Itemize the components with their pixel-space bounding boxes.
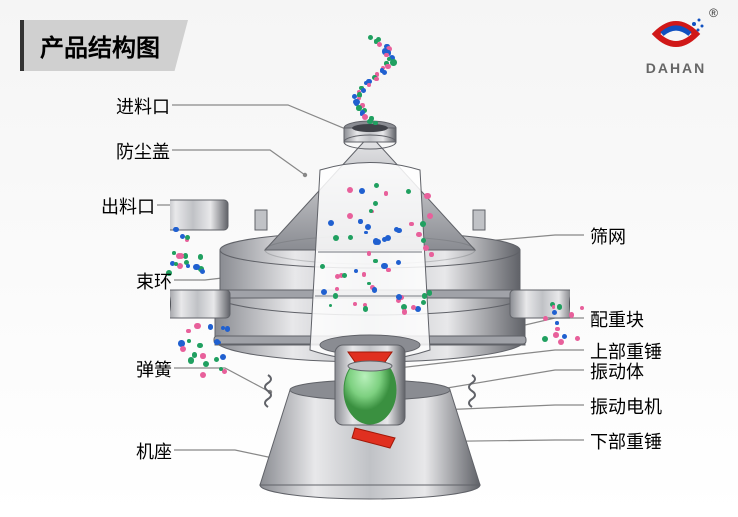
discharge-right — [510, 290, 570, 318]
spring-left — [265, 375, 271, 407]
counterweight-block — [348, 361, 392, 371]
registered-mark: ® — [709, 6, 718, 20]
logo-mark: ® — [644, 10, 708, 58]
logo-text: DAHAN — [644, 60, 708, 76]
title-box: 产品结构图 — [20, 20, 188, 71]
label-vibrating_body: 振动体 — [590, 358, 644, 384]
discharge-mid-left — [170, 290, 230, 318]
label-vibration_motor: 振动电机 — [590, 393, 662, 419]
page-title: 产品结构图 — [40, 35, 160, 62]
structure-diagram — [170, 40, 570, 500]
label-dust_cover: 防尘盖 — [116, 138, 170, 164]
particle — [580, 306, 584, 310]
feed-inlet-hole — [352, 124, 388, 132]
brand-logo: ® DAHAN — [644, 10, 708, 76]
particle — [575, 336, 580, 341]
cone-lug-left — [255, 210, 267, 230]
label-feed_inlet: 进料口 — [116, 93, 170, 119]
cutaway-opening — [310, 163, 430, 361]
spring-right — [469, 375, 475, 407]
label-discharge: 出料口 — [101, 193, 155, 219]
label-lower_hammer: 下部重锤 — [590, 428, 662, 454]
cone-lug-right — [473, 210, 485, 230]
label-spring: 弹簧 — [136, 356, 172, 382]
label-counterweight: 配重块 — [590, 306, 644, 332]
label-base: 机座 — [136, 438, 172, 464]
label-clamp_ring: 束环 — [136, 268, 172, 294]
discharge-left — [170, 200, 228, 230]
label-screen_mesh: 筛网 — [590, 223, 626, 249]
